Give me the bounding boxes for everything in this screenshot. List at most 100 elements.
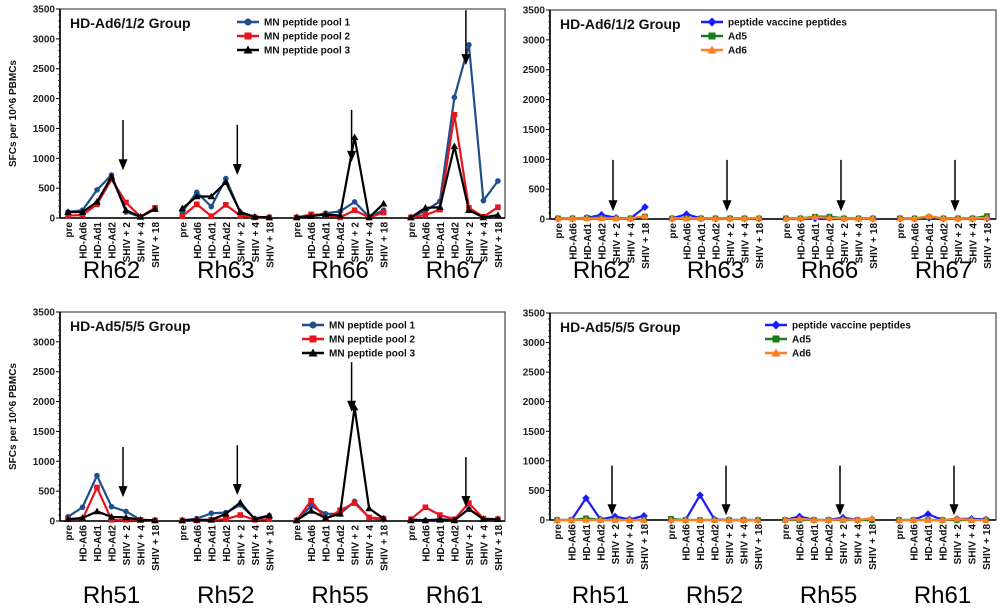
y-tick-label: 1500: [33, 124, 56, 135]
arrow-head: [949, 504, 959, 516]
x-tick-label: pre: [667, 524, 678, 540]
x-tick-label: HD-Ad2: [108, 222, 119, 259]
x-tick-label: SHIV + 18: [755, 223, 766, 269]
animal-group-rh52: pre HD-Ad6 HD-Ad1 HD-Ad2 SHIV + 2 SHIV + 4 SHI…: [178, 445, 276, 609]
x-tick-label: HD-Ad2: [450, 525, 461, 562]
data-point: [568, 214, 577, 222]
data-point: [725, 516, 733, 523]
data-point: [350, 133, 359, 141]
y-tick-label: 2000: [523, 95, 546, 106]
x-tick-label: SHIV + 2: [839, 524, 850, 565]
data-point: [194, 189, 200, 196]
legend-entry: Ad6: [765, 348, 811, 360]
data-point: [336, 211, 344, 219]
y-tick-label: 1500: [33, 427, 56, 438]
x-tick-label: SHIV + 18: [494, 525, 505, 571]
x-tick-label: pre: [178, 525, 189, 541]
y-tick-label: 500: [528, 185, 545, 196]
x-tick-label: SHIV + 18: [380, 525, 391, 571]
animal-group-rh55: pre HD-Ad6 HD-Ad1 HD-Ad2 SHIV + 2 SHIV + 4 SHI…: [781, 465, 879, 609]
legend-marker: [772, 335, 780, 343]
x-tick-label: SHIV + 2: [236, 222, 247, 263]
data-point: [553, 516, 561, 523]
legend-entry: MN peptide pool 2: [237, 32, 351, 43]
data-point: [925, 212, 933, 219]
legend-entry: Ad5: [701, 32, 747, 43]
data-point: [436, 516, 444, 523]
animal-group-rh67: pre HD-Ad6 HD-Ad1 HD-Ad2 SHIV + 2 SHIV + 4 SHI…: [896, 159, 994, 284]
legend-marker: [771, 320, 781, 330]
legend-marker: [771, 348, 781, 357]
x-tick-label: HD-Ad6: [193, 222, 204, 259]
x-tick-label: HD-Ad6: [568, 524, 579, 561]
x-tick-label: pre: [407, 222, 418, 238]
data-point: [64, 515, 72, 523]
data-point: [840, 214, 848, 222]
data-point: [79, 212, 86, 218]
x-tick-label: SHIV + 4: [741, 223, 752, 264]
x-tick-label: SHIV + 2: [236, 525, 247, 566]
data-point: [107, 513, 116, 520]
animal-group-rh66: pre HD-Ad6 HD-Ad1 HD-Ad2 SHIV + 2 SHIV + 4 SHI…: [293, 109, 391, 284]
data-point: [379, 514, 388, 522]
data-point: [641, 212, 649, 219]
x-tick-label: HD-Ad1: [811, 223, 822, 260]
data-point: [365, 504, 373, 512]
plot-frame: [549, 312, 997, 521]
x-tick-label: SHIV + 2: [351, 525, 362, 566]
x-tick-label: HD-Ad2: [222, 222, 233, 259]
data-point: [265, 511, 274, 519]
x-tick-label: pre: [293, 525, 304, 541]
animal-label: Rh52: [197, 582, 254, 609]
animal-group-rh61: pre HD-Ad6 HD-Ad1 HD-Ad2 SHIV + 2 SHIV + 4 SHI…: [895, 465, 993, 609]
legend-entry: peptide vaccine peptides: [765, 320, 911, 332]
data-point: [968, 214, 977, 222]
panel-hd-ad5-vaccine-ad: 0 500 1000 1500 2000 2500 3000 3500 HD-Ad5/5/5 G…: [523, 309, 997, 609]
x-tick-label: SHIV + 4: [968, 524, 979, 565]
data-point: [824, 516, 833, 523]
data-point: [810, 516, 818, 523]
x-tick-label: HD-Ad6: [307, 222, 318, 259]
data-point: [909, 516, 918, 523]
animal-label: Rh67: [915, 257, 972, 284]
data-point: [108, 517, 115, 523]
y-tick-label: 3500: [33, 308, 56, 319]
data-point: [583, 214, 591, 222]
data-point: [451, 111, 458, 118]
x-tick-label: HD-Ad1: [93, 525, 104, 562]
animal-label: Rh61: [914, 582, 971, 609]
x-tick-label: SHIV + 18: [380, 222, 391, 268]
arrow-head: [461, 495, 471, 507]
data-point: [938, 516, 947, 523]
data-point: [451, 94, 458, 101]
x-tick-label: SHIV + 4: [855, 223, 866, 264]
data-point: [123, 508, 129, 515]
data-point: [79, 504, 86, 511]
arrow-head: [950, 200, 960, 212]
data-point: [366, 514, 372, 521]
y-tick-label: 500: [528, 486, 545, 497]
data-point: [208, 213, 215, 220]
legend-label: Ad6: [792, 349, 811, 360]
legend-entry: MN peptide pool 1: [302, 321, 416, 332]
data-point: [479, 213, 488, 221]
legend-marker: [309, 321, 317, 329]
x-tick-label: SHIV + 4: [627, 223, 638, 264]
data-point: [495, 204, 501, 211]
x-tick-label: SHIV + 4: [137, 525, 148, 566]
data-point: [954, 214, 962, 222]
data-point: [308, 497, 314, 504]
data-point: [223, 516, 229, 523]
data-point: [94, 187, 100, 193]
animal-label: Rh66: [311, 257, 368, 284]
chart-title: HD-Ad5/5/5 Group: [70, 318, 191, 334]
x-tick-label: pre: [896, 223, 907, 239]
legend-entry: MN peptide pool 3: [302, 348, 416, 360]
x-tick-label: SHIV + 18: [754, 524, 765, 570]
legend-label: MN peptide pool 3: [329, 349, 416, 360]
panel-hd-ad6-mn-pools: 0 500 1000 1500 2000 2500 3000 3500 SFCs per 10^…: [8, 5, 506, 284]
data-point: [924, 516, 932, 523]
x-tick-label: SHIV + 4: [854, 524, 865, 565]
animal-label: Rh63: [197, 257, 254, 284]
series-line: [296, 136, 385, 219]
